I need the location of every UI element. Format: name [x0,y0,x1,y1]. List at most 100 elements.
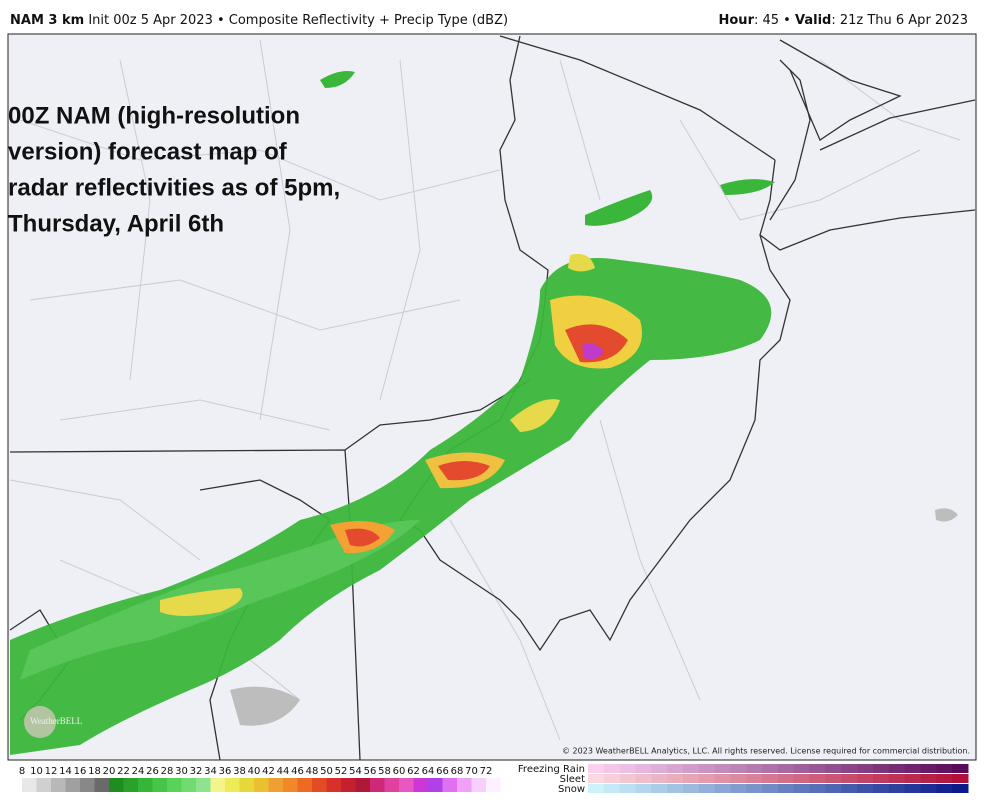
scale-cell [312,778,327,792]
scale-cell [225,778,240,792]
scale-cell [239,778,254,792]
scale-cell [109,778,124,792]
scale-tick-label: 56 [364,766,377,777]
precip-type-cell [936,774,953,783]
scale-tick-label: 36 [219,766,232,777]
scale-cell [138,778,153,792]
scale-cell [442,778,457,792]
precip-type-cell [619,764,636,773]
hour: : 45 • [754,13,795,28]
precip-type-label: Snow [558,784,585,795]
scale-tick-label: 14 [59,766,72,777]
scale-cell [210,778,225,792]
precip-type-cell [698,764,716,773]
scale-tick-label: 44 [277,766,290,777]
scale-tick-label: 62 [407,766,420,777]
annotation-line: 00Z NAM (high-resolution [8,102,300,129]
scale-cell [341,778,356,792]
annotation-line: Thursday, April 6th [8,210,224,237]
scale-tick-label: 20 [103,766,116,777]
scale-cell [22,778,37,792]
scale-cell [196,778,211,792]
scale-cell [254,778,269,792]
precip-type-cell [667,784,684,793]
precip-type-cell [603,784,621,793]
scale-tick-label: 42 [262,766,275,777]
precip-type-cell [714,774,731,783]
precip-type-cell [683,774,700,783]
precip-type-cell [778,774,795,783]
copyright: © 2023 WeatherBELL Analytics, LLC. All r… [562,747,970,756]
scale-cell [94,778,109,792]
precip-type-cell [746,784,763,793]
scale-tick-label: 24 [132,766,145,777]
precip-type-cell [651,764,668,773]
precip-type-cell [635,784,652,793]
precip-type-cell [857,764,874,773]
precip-type-cell [603,774,621,783]
precip-type-cell [762,774,779,783]
scale-tick-label: 72 [480,766,493,777]
precip-type-cell [936,784,953,793]
scale-tick-label: 58 [378,766,391,777]
hour-label: Hour [719,13,755,28]
scale-cell [486,778,501,792]
scale-cell [297,778,312,792]
scale-cell [457,778,472,792]
scale-cell [152,778,167,792]
precip-type-cell [873,764,890,773]
precip-type-cell [619,774,636,783]
scale-tick-label: 38 [233,766,246,777]
scale-cell [399,778,414,792]
precip-type-cell [714,784,731,793]
scale-cell [355,778,370,792]
scale-tick-label: 26 [146,766,159,777]
watermark-logo [24,706,56,738]
scale-cell [283,778,298,792]
precip-type-cell [667,764,684,773]
scale-tick-label: 32 [190,766,203,777]
precip-type-cell [809,774,826,783]
valid: : 21z Thu 6 Apr 2023 [831,13,968,28]
scale-tick-label: 16 [74,766,87,777]
scale-tick-label: 30 [175,766,188,777]
scale-cell [181,778,196,792]
scale-cell [36,778,51,792]
precip-type-cell [698,774,716,783]
precip-type-cell [904,764,921,773]
precip-type-cell [920,764,937,773]
precip-type-cell [825,784,842,793]
scale-tick-label: 8 [19,766,25,777]
precip-type-cell [698,784,716,793]
run-info: Init 00z 5 Apr 2023 • Composite Reflecti… [88,13,508,28]
scale-cell [413,778,428,792]
precip-type-cell [888,764,906,773]
precip-type-cell [746,764,763,773]
scale-tick-label: 68 [451,766,464,777]
precip-type-cell [904,774,921,783]
valid-label: Valid [795,13,831,28]
scale-cell [123,778,138,792]
scale-cell [370,778,385,792]
precip-type-cell [683,784,700,793]
precip-type-cell [746,774,763,783]
precip-type-cell [793,774,811,783]
precip-type-cell [809,764,826,773]
scale-tick-label: 48 [306,766,319,777]
annotation-line: version) forecast map of [8,138,288,165]
scale-tick-label: 50 [320,766,333,777]
precip-type-cell [873,774,890,783]
scale-tick-label: 12 [45,766,58,777]
precip-type-cell [825,774,842,783]
precip-type-cell [841,774,858,783]
precip-type-cell [667,774,684,783]
precip-type-cell [857,784,874,793]
precip-type-cell [730,784,747,793]
watermark: WeatherBELL [30,716,82,726]
header-right: Hour: 45 • Valid: 21z Thu 6 Apr 2023 [719,13,969,28]
precip-type-cell [952,784,969,793]
precip-type-label: Freezing Rain [518,764,585,775]
scale-tick-label: 34 [204,766,217,777]
